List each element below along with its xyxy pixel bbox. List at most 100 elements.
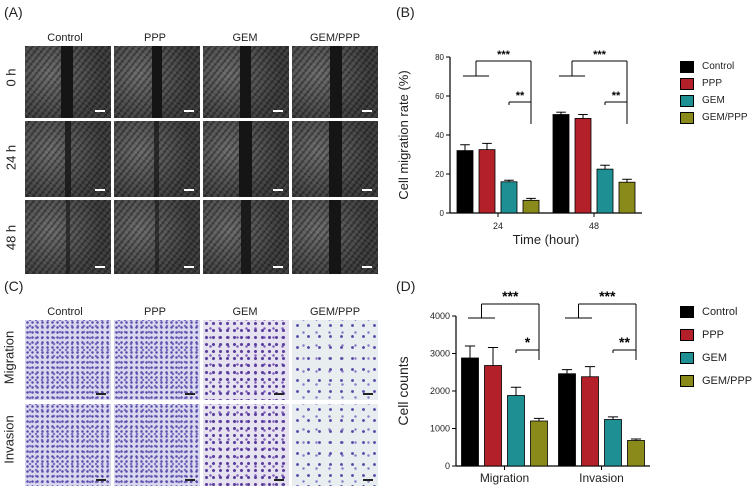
- chart-b-migration-rate: 0 20 40 60 80 Cell migration rate (%) 24 48 Time…: [396, 49, 642, 247]
- panel-c-col-control: Control: [47, 306, 83, 318]
- wound-image-control-0h: [25, 46, 111, 118]
- significance-label: **: [619, 334, 630, 350]
- legend-swatch: [680, 328, 694, 341]
- panel-a-label: (A): [4, 4, 23, 20]
- wound-image-gem-0h: [203, 46, 289, 118]
- transwell-image-control-migration: [25, 320, 111, 400]
- legend-d: Control PPP GEM GEM/PPP: [680, 300, 752, 392]
- panel-c-col-gem-ppp: GEM/PPP: [309, 306, 361, 318]
- legend-item: GEM: [680, 92, 748, 109]
- x-tick-label: Invasion: [579, 471, 624, 485]
- legend-label: PPP: [702, 78, 723, 89]
- bar: [484, 365, 502, 467]
- y-tick-label: 3000: [430, 349, 450, 359]
- y-tick-label: 1000: [430, 424, 450, 434]
- wound-image-ppp-0h: [114, 46, 200, 118]
- legend-item: Control: [680, 300, 752, 323]
- legend-label: Control: [702, 305, 738, 318]
- wound-image-control-48h: [25, 200, 111, 274]
- y-tick-label: 2000: [430, 386, 450, 396]
- legend-swatch: [680, 374, 694, 387]
- legend-label: PPP: [702, 328, 725, 341]
- x-tick-label: 48: [589, 221, 599, 231]
- legend-label: Control: [702, 61, 735, 72]
- bar: [581, 376, 599, 467]
- panel-a-col-gem: GEM: [232, 32, 258, 44]
- legend-swatch: [680, 77, 694, 90]
- chart-d-cell-counts: 0 1000 2000 3000 4000 Cell counts Migration Inv…: [395, 288, 650, 485]
- legend-item: GEM/PPP: [680, 369, 752, 392]
- wound-image-gem-ppp-24h: [292, 121, 378, 197]
- legend-item: GEM: [680, 346, 752, 369]
- panel-d-label: (D): [396, 278, 416, 294]
- significance-label: **: [612, 90, 621, 102]
- legend-item: GEM/PPP: [680, 109, 748, 126]
- panel-a-col-gem-ppp: GEM/PPP: [309, 32, 361, 44]
- significance-label: ***: [593, 49, 607, 61]
- bar: [461, 357, 479, 467]
- y-tick-label: 80: [435, 53, 444, 62]
- wound-image-gem-24h: [203, 121, 289, 197]
- y-tick-label: 4000: [430, 311, 450, 321]
- transwell-image-ppp-migration: [114, 320, 200, 400]
- legend-swatch: [680, 111, 694, 124]
- y-tick-label: 0: [440, 209, 445, 218]
- bar: [604, 419, 622, 467]
- panel-c-col-gem: GEM: [232, 306, 258, 318]
- panel-b-label: (B): [396, 4, 415, 20]
- panel-a-row-0h: 0 h: [3, 68, 19, 87]
- panel-c-col-ppp: PPP: [143, 306, 166, 318]
- transwell-image-ppp-invasion: [114, 404, 200, 486]
- bar: [456, 150, 474, 214]
- y-axis-title: Cell migration rate (%): [396, 70, 411, 199]
- y-tick-label: 40: [435, 131, 444, 140]
- wound-image-gem-48h: [203, 200, 289, 274]
- legend-item: Control: [680, 58, 748, 75]
- panel-a-row-24h: 24 h: [3, 144, 19, 171]
- significance-label: ***: [497, 49, 511, 61]
- legend-label: GEM/PPP: [702, 374, 753, 387]
- significance-label: ***: [599, 288, 616, 304]
- wound-image-ppp-24h: [114, 121, 200, 197]
- bar: [558, 373, 576, 467]
- panel-c-row-migration: Migration: [1, 330, 17, 385]
- wound-image-gem-ppp-0h: [292, 46, 378, 118]
- bar: [627, 440, 645, 467]
- bar: [507, 395, 525, 467]
- legend-swatch: [680, 60, 694, 73]
- legend-swatch: [680, 305, 694, 318]
- significance-label: *: [525, 334, 531, 350]
- wound-image-gem-ppp-48h: [292, 200, 378, 274]
- transwell-image-gem-ppp-migration: [292, 320, 378, 400]
- bar: [596, 168, 614, 214]
- y-tick-label: 0: [445, 461, 450, 471]
- bar: [552, 114, 570, 214]
- wound-image-control-24h: [25, 121, 111, 197]
- y-tick-label: 20: [435, 170, 444, 179]
- wound-image-ppp-48h: [114, 200, 200, 274]
- bar: [574, 118, 592, 214]
- y-axis-title: Cell counts: [395, 356, 411, 425]
- bar: [618, 181, 636, 214]
- significance-label: **: [516, 90, 525, 102]
- transwell-image-gem-migration: [203, 320, 289, 400]
- legend-label: GEM: [702, 95, 725, 106]
- legend-label: GEM: [702, 351, 728, 364]
- bar: [500, 181, 518, 214]
- legend-b: Control PPP GEM GEM/PPP: [680, 58, 748, 126]
- panel-c-label: (C): [4, 278, 24, 294]
- x-axis-title: Time (hour): [513, 232, 580, 247]
- transwell-image-control-invasion: [25, 404, 111, 486]
- transwell-image-gem-invasion: [203, 404, 289, 486]
- legend-item: PPP: [680, 75, 748, 92]
- significance-label: ***: [502, 288, 519, 304]
- legend-label: GEM/PPP: [702, 112, 748, 123]
- bar: [478, 149, 496, 214]
- x-tick-label: 24: [493, 221, 503, 231]
- panel-a-row-48h: 48 h: [3, 224, 19, 251]
- legend-swatch: [680, 351, 694, 364]
- legend-item: PPP: [680, 323, 752, 346]
- transwell-image-gem-ppp-invasion: [292, 404, 378, 486]
- legend-swatch: [680, 94, 694, 107]
- panel-a-col-ppp: PPP: [143, 32, 166, 44]
